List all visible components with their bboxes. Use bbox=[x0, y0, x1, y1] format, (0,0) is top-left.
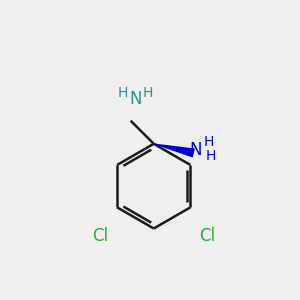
Text: H: H bbox=[142, 86, 153, 100]
Text: Cl: Cl bbox=[200, 227, 216, 245]
Polygon shape bbox=[154, 143, 195, 158]
Text: N: N bbox=[189, 141, 202, 159]
Text: H: H bbox=[204, 135, 214, 149]
Text: N: N bbox=[129, 90, 142, 108]
Text: H: H bbox=[206, 149, 216, 163]
Text: Cl: Cl bbox=[92, 227, 108, 245]
Text: H: H bbox=[118, 86, 128, 100]
